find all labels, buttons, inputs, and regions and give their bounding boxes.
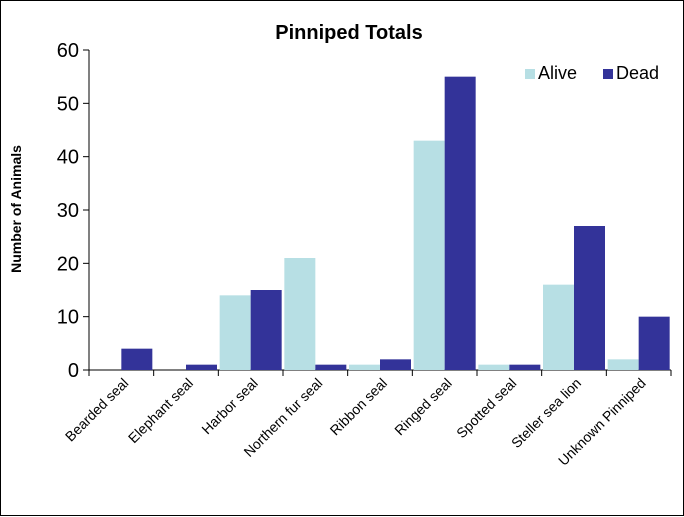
- y-tick-label: 50: [57, 93, 79, 115]
- bar-alive: [478, 364, 510, 370]
- bar-dead: [574, 226, 605, 370]
- legend-label-alive: Alive: [538, 63, 577, 83]
- legend-swatch-dead: [603, 69, 613, 79]
- bar-dead: [509, 364, 541, 370]
- x-tick-label: Ringed seal: [391, 375, 455, 439]
- bar-dead: [315, 364, 347, 370]
- bar-dead: [121, 348, 153, 370]
- chart-title: Pinniped Totals: [275, 22, 422, 44]
- bar-dead: [380, 359, 411, 370]
- x-tick-label: Elephant seal: [125, 375, 196, 446]
- bar-dead: [250, 290, 282, 370]
- y-tick-label: 40: [57, 147, 79, 169]
- bar-alive: [284, 258, 316, 370]
- y-tick-label: 30: [57, 200, 79, 222]
- y-tick-label: 60: [57, 40, 79, 62]
- legend-label-dead: Dead: [616, 63, 659, 83]
- y-tick-label: 0: [68, 360, 79, 382]
- bar-alive: [219, 295, 251, 370]
- bar-dead: [444, 76, 476, 371]
- legend: Alive Dead: [525, 63, 659, 83]
- x-tick-label: Harbor seal: [198, 375, 260, 437]
- y-axis-label: Number of Animals: [8, 145, 24, 273]
- y-tick-label: 10: [57, 307, 79, 329]
- bar-alive: [543, 284, 574, 370]
- bar-alive: [413, 140, 445, 370]
- bar-alive: [607, 359, 639, 370]
- x-tick-label: Ribbon seal: [327, 375, 391, 439]
- bar-dead: [638, 316, 670, 370]
- bar-dead: [186, 364, 217, 370]
- x-tick-label: Spotted seal: [453, 375, 519, 441]
- legend-swatch-alive: [525, 69, 535, 79]
- y-tick-label: 20: [57, 253, 79, 275]
- x-tick-label: Bearded seal: [62, 375, 132, 445]
- bar-alive: [349, 364, 380, 370]
